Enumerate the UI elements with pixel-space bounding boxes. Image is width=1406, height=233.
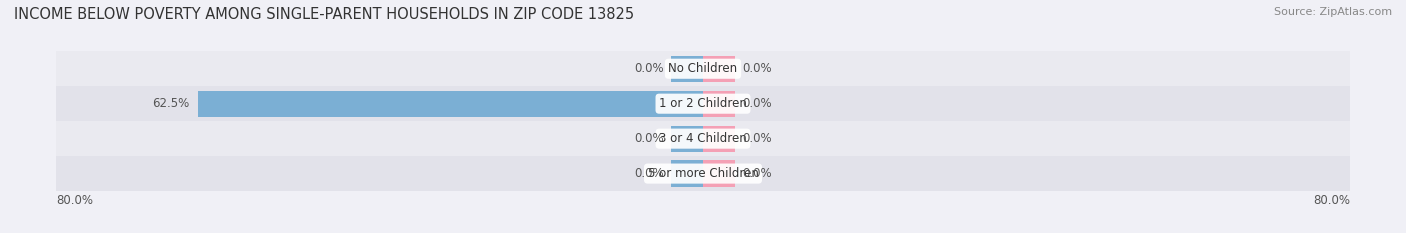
Bar <box>703 56 735 82</box>
Bar <box>703 161 735 187</box>
Text: 1 or 2 Children: 1 or 2 Children <box>659 97 747 110</box>
Text: 0.0%: 0.0% <box>742 167 772 180</box>
Text: 3 or 4 Children: 3 or 4 Children <box>659 132 747 145</box>
Text: 0.0%: 0.0% <box>634 62 664 75</box>
Text: 0.0%: 0.0% <box>634 132 664 145</box>
Bar <box>56 121 1350 156</box>
Text: Source: ZipAtlas.com: Source: ZipAtlas.com <box>1274 7 1392 17</box>
Text: 0.0%: 0.0% <box>742 97 772 110</box>
Bar <box>56 156 1350 191</box>
Text: 80.0%: 80.0% <box>56 194 93 207</box>
Text: 62.5%: 62.5% <box>152 97 190 110</box>
Text: 0.0%: 0.0% <box>742 132 772 145</box>
Text: No Children: No Children <box>668 62 738 75</box>
Legend: Single Father, Single Mother: Single Father, Single Mother <box>588 228 818 233</box>
Text: 0.0%: 0.0% <box>634 167 664 180</box>
Bar <box>56 51 1350 86</box>
Text: 80.0%: 80.0% <box>1313 194 1350 207</box>
Bar <box>703 91 735 117</box>
Bar <box>671 161 703 187</box>
Text: 5 or more Children: 5 or more Children <box>648 167 758 180</box>
Bar <box>56 86 1350 121</box>
Text: 0.0%: 0.0% <box>742 62 772 75</box>
Bar <box>703 126 735 152</box>
Bar <box>671 126 703 152</box>
Bar <box>671 56 703 82</box>
Bar <box>198 91 703 117</box>
Text: INCOME BELOW POVERTY AMONG SINGLE-PARENT HOUSEHOLDS IN ZIP CODE 13825: INCOME BELOW POVERTY AMONG SINGLE-PARENT… <box>14 7 634 22</box>
